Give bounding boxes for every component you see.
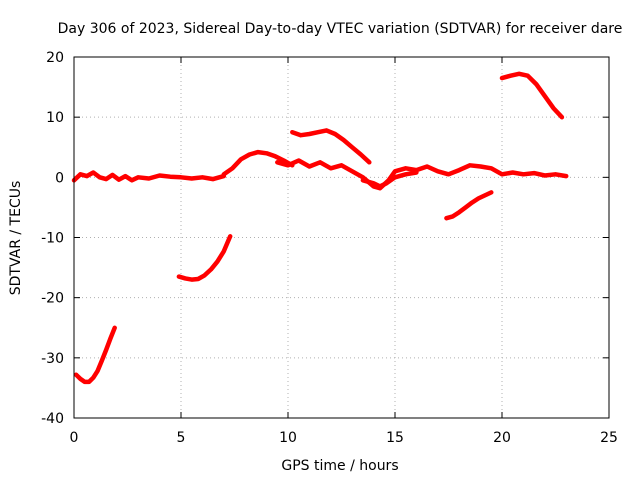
x-tick-label: 10 bbox=[279, 430, 297, 446]
y-tick-label: -20 bbox=[41, 291, 64, 307]
series-segment-2 bbox=[176, 234, 233, 282]
series-group bbox=[71, 71, 569, 385]
y-tick-label: 20 bbox=[46, 50, 64, 66]
series-segment-4 bbox=[444, 190, 494, 221]
series-baseline-low bbox=[360, 170, 419, 189]
x-axis-label: GPS time / hours bbox=[281, 458, 398, 474]
x-tick-label: 25 bbox=[600, 430, 618, 446]
chart-title: Day 306 of 2023, Sidereal Day-to-day VTE… bbox=[58, 21, 623, 37]
grid bbox=[74, 57, 609, 418]
ticks: 0 5 10 15 20 25 -40 -30 -20 -10 0 10 20 bbox=[41, 50, 618, 446]
x-tick-label: 0 bbox=[70, 430, 79, 446]
y-tick-label: -30 bbox=[41, 351, 64, 367]
series-baseline-early bbox=[71, 170, 227, 183]
x-tick-label: 15 bbox=[386, 430, 404, 446]
x-tick-label: 5 bbox=[177, 430, 186, 446]
series-segment-3 bbox=[290, 128, 372, 165]
y-tick-label: 0 bbox=[55, 170, 64, 186]
y-tick-label: -10 bbox=[41, 231, 64, 247]
plot-frame bbox=[73, 56, 610, 419]
y-tick-label: -40 bbox=[41, 411, 64, 427]
series-baseline-bump bbox=[221, 149, 295, 177]
series-baseline-mid bbox=[275, 158, 569, 191]
y-tick-label: 10 bbox=[46, 110, 64, 126]
series-segment-1 bbox=[73, 325, 117, 385]
x-tick-label: 20 bbox=[493, 430, 511, 446]
y-axis-label: SDTVAR / TECUs bbox=[8, 181, 24, 296]
series-segment-5 bbox=[499, 71, 565, 120]
